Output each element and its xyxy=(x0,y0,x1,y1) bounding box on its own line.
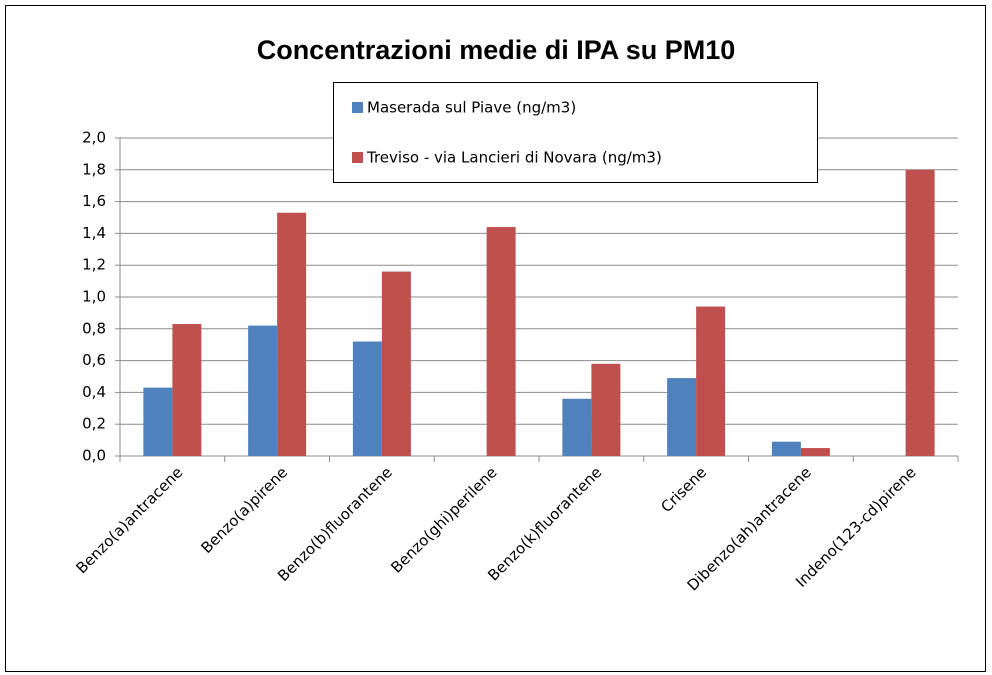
bar xyxy=(562,398,592,456)
y-tick-label: 1,0 xyxy=(82,288,106,306)
bar xyxy=(277,212,307,456)
bar xyxy=(667,378,697,456)
legend-label: Treviso - via Lancieri di Novara (ng/m3) xyxy=(366,149,662,167)
bar xyxy=(905,169,935,457)
y-tick-label: 1,2 xyxy=(82,256,106,274)
y-tick-label: 2,0 xyxy=(82,129,106,147)
y-tick-label: 1,6 xyxy=(82,192,106,210)
y-tick-label: 1,4 xyxy=(82,224,106,242)
y-tick-label: 0,6 xyxy=(82,351,106,369)
y-tick-label: 0,0 xyxy=(82,447,106,465)
bar xyxy=(381,271,411,456)
bar xyxy=(800,448,830,456)
legend-label: Maserada sul Piave (ng/m3) xyxy=(367,99,576,117)
bar xyxy=(771,441,801,456)
y-tick-label: 0,8 xyxy=(82,319,106,337)
legend-swatch xyxy=(352,102,363,113)
bar xyxy=(696,306,726,456)
bar xyxy=(352,341,382,456)
legend-swatch xyxy=(352,152,363,163)
bar xyxy=(591,363,621,456)
y-tick-label: 0,2 xyxy=(82,415,106,433)
legend-box xyxy=(333,82,818,183)
bar xyxy=(486,227,516,456)
y-tick-label: 0,4 xyxy=(82,383,106,401)
bar xyxy=(248,325,278,456)
chart-title: Concentrazioni medie di IPA su PM10 xyxy=(257,35,736,65)
bar xyxy=(143,387,173,456)
y-tick-label: 1,8 xyxy=(82,160,106,178)
bar xyxy=(172,324,202,456)
